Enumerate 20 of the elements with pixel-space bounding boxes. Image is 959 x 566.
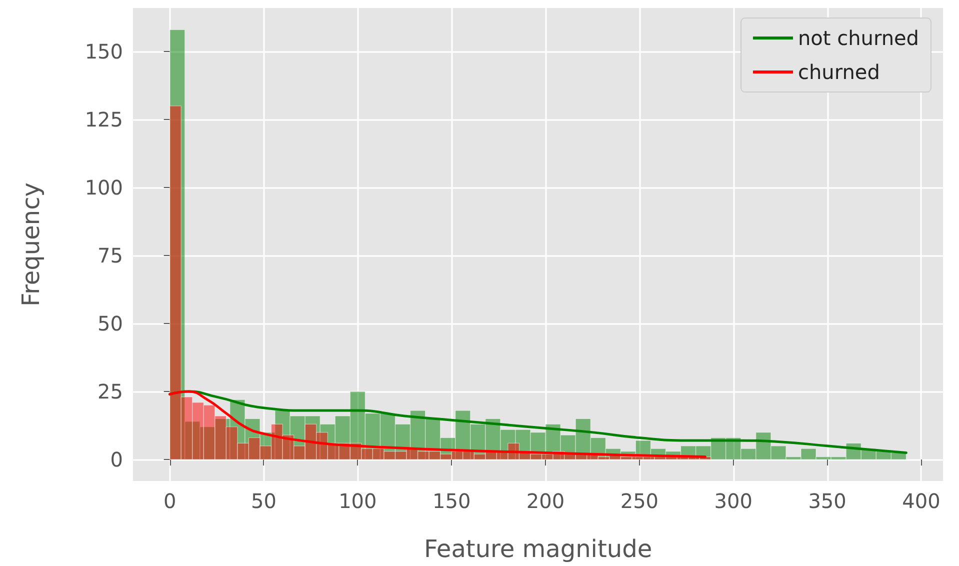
y-axis-title: Frequency: [17, 182, 45, 306]
y-tick-label: 150: [84, 40, 123, 64]
x-tick-label: 0: [163, 489, 176, 513]
y-tick-label: 100: [84, 176, 123, 200]
y-tick-label: 125: [84, 108, 123, 132]
x-tick-label: 400: [902, 489, 940, 513]
legend-label: not churned: [798, 26, 920, 50]
y-tick-label: 25: [98, 380, 123, 404]
x-tick-label: 50: [251, 489, 276, 513]
x-axis-title: Feature magnitude: [424, 535, 652, 563]
y-tick-label: 50: [98, 312, 123, 336]
x-tick-label: 100: [338, 489, 377, 513]
x-tick-label: 150: [432, 489, 471, 513]
y-tick-label: 0: [110, 448, 123, 472]
x-tick-label: 250: [620, 489, 659, 513]
x-tick-label: 200: [526, 489, 565, 513]
x-tick-label: 350: [808, 489, 846, 513]
y-tick-label: 75: [98, 244, 123, 268]
x-tick-label: 300: [714, 489, 752, 513]
legend-label: churned: [798, 60, 880, 84]
